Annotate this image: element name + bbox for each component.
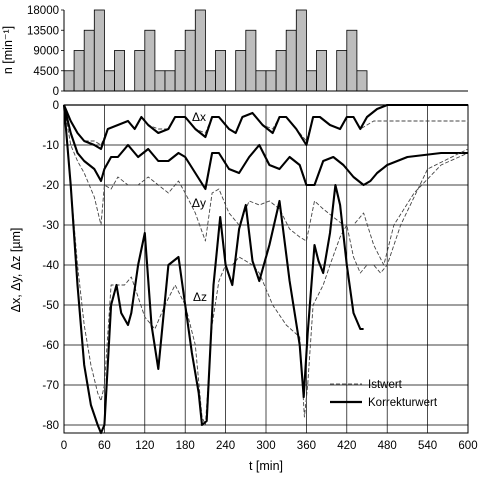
time-tick-label-6: 360 bbox=[297, 440, 316, 452]
speed-bar-5 bbox=[114, 50, 125, 92]
speed-tick-label-4: 18000 bbox=[27, 5, 59, 17]
legend: Istwert Korrekturwert bbox=[330, 379, 438, 409]
speed-bar-22 bbox=[305, 70, 317, 92]
time-tick-label-1: 60 bbox=[98, 440, 111, 452]
time-tick-label-0: 0 bbox=[61, 440, 67, 452]
speed-bar-26 bbox=[356, 70, 368, 92]
speed-tick-label-3: 13500 bbox=[27, 25, 59, 37]
speed-bar-23 bbox=[316, 50, 327, 92]
displacement-tick-label-4: -40 bbox=[42, 260, 59, 272]
displacement-tick-label-3: -30 bbox=[42, 220, 59, 232]
time-tick-label-3: 180 bbox=[176, 440, 195, 452]
speed-bar-12 bbox=[194, 9, 206, 92]
time-tick-label-10: 600 bbox=[458, 440, 477, 452]
time-tick-label-5: 300 bbox=[256, 440, 275, 452]
speed-bar-18 bbox=[265, 70, 277, 92]
speed-bar-13 bbox=[204, 70, 216, 92]
speed-bar-21 bbox=[295, 9, 307, 92]
speed-bar-17 bbox=[255, 70, 267, 92]
speed-bar-7 bbox=[144, 29, 156, 92]
displacement-tick-label-5: -50 bbox=[42, 300, 59, 312]
time-tick-label-2: 120 bbox=[135, 440, 154, 452]
speed-bar-15 bbox=[235, 50, 247, 92]
series-z-korrekturwert bbox=[62, 104, 364, 435]
series-y-korrekturwert bbox=[62, 104, 468, 191]
annotation-dx: Δx bbox=[192, 110, 206, 124]
speed-bar-1 bbox=[73, 50, 85, 92]
speed-axis-label: n [min⁻¹] bbox=[1, 26, 15, 74]
displacement-line-chart: 0 60 120 180 240 300 360 420 480 540 600 0 -10 -20 -30… bbox=[42, 100, 477, 452]
displacement-tick-label-2: -20 bbox=[42, 180, 59, 192]
speed-bar-3 bbox=[93, 9, 105, 92]
speed-bar-chart: 0 4500 9000 13500 18000 bbox=[27, 5, 468, 98]
speed-tick-label-0: 0 bbox=[53, 86, 59, 98]
legend-label-korrekturwert: Korrekturwert bbox=[368, 397, 438, 409]
speed-bar-24 bbox=[336, 50, 348, 92]
displacement-tick-label-1: -10 bbox=[42, 140, 59, 152]
annotation-dy: Δy bbox=[192, 196, 206, 210]
speed-bar-19 bbox=[275, 50, 287, 92]
speed-bar-16 bbox=[245, 29, 257, 92]
series-z-istwert bbox=[63, 104, 469, 426]
time-tick-label-8: 480 bbox=[378, 440, 397, 452]
annotation-dz: Δz bbox=[193, 290, 207, 304]
speed-tick-label-1: 4500 bbox=[33, 66, 59, 78]
speed-bar-9 bbox=[164, 70, 176, 92]
speed-bar-6 bbox=[134, 50, 146, 92]
speed-bar-4 bbox=[104, 70, 115, 92]
series-x-korrekturwert bbox=[63, 103, 468, 151]
speed-bar-20 bbox=[285, 29, 297, 92]
speed-bar-2 bbox=[83, 29, 95, 92]
speed-bar-8 bbox=[154, 70, 166, 92]
speed-tick-label-2: 9000 bbox=[33, 46, 59, 58]
displacement-tick-label-7: -70 bbox=[42, 380, 59, 392]
displacement-tick-label-6: -60 bbox=[42, 340, 59, 352]
displacement-axis-label: Δx, Δy, Δz [µm] bbox=[9, 228, 23, 313]
legend-label-istwert: Istwert bbox=[368, 379, 403, 391]
time-axis-label: t [min] bbox=[249, 459, 283, 473]
speed-bar-25 bbox=[346, 29, 358, 92]
displacement-tick-label-8: -80 bbox=[42, 420, 59, 432]
displacement-tick-label-0: 0 bbox=[53, 100, 59, 112]
speed-bar-11 bbox=[184, 29, 196, 92]
series-y-istwert bbox=[63, 104, 469, 266]
speed-bar-0 bbox=[63, 70, 75, 92]
time-tick-label-4: 240 bbox=[216, 440, 235, 452]
speed-bar-10 bbox=[174, 50, 186, 92]
time-tick-label-9: 540 bbox=[418, 440, 437, 452]
speed-bar-14 bbox=[215, 50, 226, 92]
time-tick-label-7: 420 bbox=[337, 440, 356, 452]
